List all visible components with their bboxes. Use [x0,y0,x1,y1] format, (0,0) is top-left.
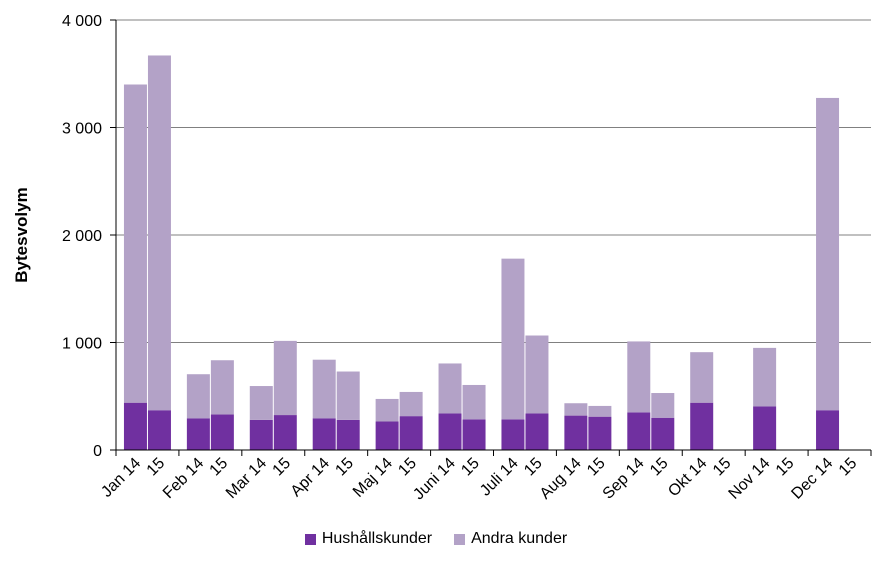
x-tick-label: 15 [270,455,295,480]
bar-hushallskunder [186,418,210,450]
bar-hushallskunder [753,406,777,450]
bar-andra-kunder [564,403,588,416]
bar-hushallskunder [312,418,336,450]
bar-andra-kunder [438,363,462,414]
bar-andra-kunder [462,384,486,420]
bar-hushallskunder [462,419,486,450]
x-tick-label: Juni 14 [410,455,459,504]
x-tick-label: Sep 14 [600,455,648,503]
legend-swatch-hushallskunder [304,533,316,545]
y-tick-label: 1 000 [62,336,102,353]
bar-hushallskunder [438,413,462,450]
legend-label-hushallskunder: Hushållskunder [321,530,433,547]
bar-andra-kunder [399,391,423,417]
bar-andra-kunder [753,347,777,407]
y-tick-labels: 0 1 000 2 000 3 000 4 000 [62,13,102,460]
axes [110,19,872,456]
bar-andra-kunder [273,340,297,416]
y-tick-label: 4 000 [62,13,102,30]
x-tick-label: Aug 14 [537,455,585,503]
x-tick-label: 15 [836,455,861,480]
x-tick-label: 15 [521,455,546,480]
x-tick-label: Maj 14 [350,455,396,501]
bar-hushallskunder [651,417,675,450]
x-tick-label: 15 [332,455,357,480]
bar-hushallskunder [399,416,423,450]
legend: Hushållskunder Andra kunder [0,530,872,548]
gridlines [116,19,871,343]
bar-andra-kunder [651,393,675,418]
bar-andra-kunder [501,258,525,420]
bar-hushallskunder [249,419,273,450]
bar-hushallskunder [588,416,612,450]
bar-hushallskunder [375,421,399,450]
bar-hushallskunder [273,415,297,450]
x-tick-label: Jan 14 [98,455,144,501]
bar-andra-kunder [210,360,234,415]
legend-swatch-andra-kunder [454,533,466,545]
bar-hushallskunder [336,419,360,450]
x-tick-label: 15 [584,455,609,480]
bar-andra-kunder [690,352,714,403]
x-tick-label: Nov 14 [726,455,774,503]
bars [123,55,840,450]
x-tick-label: 15 [395,455,420,480]
bar-andra-kunder [147,55,171,411]
bar-andra-kunder [627,341,651,413]
x-tick-label: Feb 14 [160,455,207,502]
x-tick-label: Juli 14 [477,455,522,500]
legend-label-andra-kunder: Andra kunder [471,530,568,547]
bar-andra-kunder [816,97,840,411]
legend-item-hushallskunder: Hushållskunder [304,530,433,548]
bar-andra-kunder [186,374,210,419]
bar-andra-kunder [375,398,399,422]
bar-hushallskunder [123,402,147,450]
bar-hushallskunder [816,410,840,450]
bar-hushallskunder [147,410,171,450]
x-tick-label: 15 [144,455,169,480]
bar-andra-kunder [249,386,273,420]
bar-andra-kunder [525,335,549,414]
x-tick-label: 15 [710,455,735,480]
y-tick-label: 2 000 [62,228,102,245]
x-tick-label: 15 [773,455,798,480]
bar-hushallskunder [627,412,651,450]
bar-andra-kunder [588,405,612,417]
bar-andra-kunder [123,84,147,403]
x-tick-label: 15 [647,455,672,480]
bar-hushallskunder [501,419,525,450]
y-tick-label: 3 000 [62,121,102,138]
x-tick-label: Apr 14 [288,455,333,500]
bar-hushallskunder [210,414,234,450]
bar-hushallskunder [690,402,714,450]
x-tick-label: 15 [458,455,483,480]
y-tick-label: 0 [93,443,102,460]
x-tick-label: 15 [207,455,232,480]
legend-item-andra-kunder: Andra kunder [454,530,567,548]
x-tick-label: Okt 14 [665,455,710,500]
bar-hushallskunder [564,415,588,450]
bar-andra-kunder [336,371,360,420]
bar-hushallskunder [525,413,549,450]
y-axis-label: Bytesvolym [12,187,31,282]
x-tick-label: Dec 14 [788,455,836,503]
x-tick-label: Mar 14 [223,455,270,502]
bar-andra-kunder [312,359,336,419]
